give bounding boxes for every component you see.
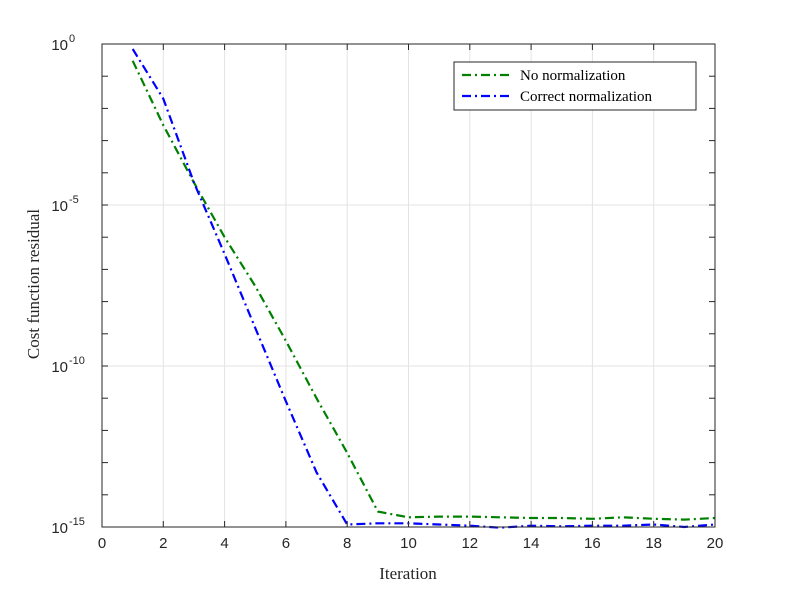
y-axis-label: Cost function residual <box>24 209 43 359</box>
series-line-2 <box>131 48 716 529</box>
y-tick-label-exponent: -5 <box>69 194 79 206</box>
series-line-1 <box>131 60 716 521</box>
y-tick-label-exponent: 0 <box>69 33 75 45</box>
x-tick-label: 2 <box>159 535 167 552</box>
y-tick-label-exponent: -10 <box>69 355 85 367</box>
x-tick-label: 18 <box>645 535 662 552</box>
x-tick-label: 20 <box>707 535 724 552</box>
y-tick-label: 10 <box>51 359 68 376</box>
legend-label: No normalization <box>520 68 626 84</box>
y-tick-label: 10 <box>51 37 68 54</box>
y-tick-label: 10 <box>51 198 68 215</box>
x-axis-label: Iteration <box>379 564 437 583</box>
x-tick-label: 16 <box>584 535 601 552</box>
x-tick-label: 14 <box>523 535 540 552</box>
x-tick-label: 12 <box>461 535 478 552</box>
legend-label: Correct normalization <box>520 89 653 105</box>
y-tick-label-exponent: -15 <box>69 516 85 528</box>
x-tick-label: 6 <box>282 535 290 552</box>
x-tick-label: 0 <box>98 535 106 552</box>
x-tick-label: 10 <box>400 535 417 552</box>
y-tick-label: 10 <box>51 520 68 537</box>
legend-box <box>453 61 697 111</box>
x-tick-label: 4 <box>220 535 228 552</box>
x-tick-label: 8 <box>343 535 351 552</box>
